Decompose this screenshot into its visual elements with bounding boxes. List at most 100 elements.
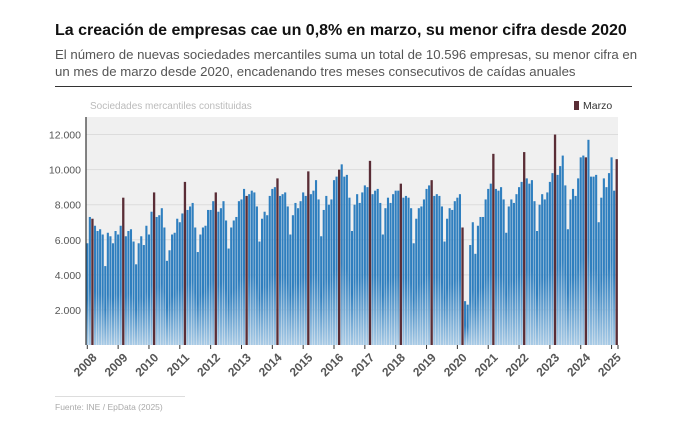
bar (111, 243, 115, 345)
bar (366, 187, 369, 345)
bar (410, 208, 413, 345)
bar (487, 188, 490, 345)
bar (304, 195, 307, 345)
bar (204, 225, 207, 345)
bar (556, 174, 559, 345)
bar (435, 194, 438, 345)
bar (397, 190, 400, 345)
bar (525, 178, 528, 345)
bar (258, 241, 261, 345)
bar (404, 195, 408, 345)
bar (217, 211, 220, 345)
bar (181, 213, 184, 345)
bar (330, 199, 333, 345)
bar (607, 173, 611, 345)
bar-march (368, 160, 372, 345)
bar-march (152, 192, 156, 345)
bar (340, 164, 343, 345)
bar (546, 192, 549, 345)
bar-march (214, 192, 217, 345)
bar (569, 199, 572, 345)
bar (600, 197, 603, 345)
bar (589, 176, 593, 345)
bar (358, 202, 361, 345)
bar (93, 225, 97, 345)
x-tick-label: 2018 (379, 350, 408, 379)
bar-march (461, 227, 464, 345)
bars (86, 134, 618, 345)
bar (209, 209, 212, 345)
x-tick-label: 2019 (410, 350, 439, 379)
bar (158, 215, 161, 345)
bar (392, 194, 395, 345)
bar (379, 202, 382, 345)
bar (474, 253, 477, 345)
bar (317, 199, 320, 345)
bar (230, 227, 233, 345)
bar (469, 245, 472, 345)
bar (201, 227, 204, 345)
bar (165, 260, 169, 345)
bar (446, 218, 449, 345)
bar (273, 187, 276, 345)
y-tick-label: 4.000 (55, 270, 81, 282)
bar (412, 243, 415, 345)
bar (394, 190, 397, 345)
source-note: Fuente: INE / EpData (2025) (55, 402, 163, 412)
bar (155, 216, 158, 345)
bar (227, 248, 230, 345)
bar (564, 185, 567, 345)
bar (458, 194, 461, 345)
bar (212, 201, 215, 345)
bar (309, 194, 312, 345)
bar (88, 216, 91, 345)
bar (163, 227, 166, 345)
bar (538, 204, 541, 345)
bar (312, 190, 315, 345)
bar (613, 190, 616, 345)
bar-march (492, 153, 495, 345)
bar (243, 188, 246, 345)
bar (530, 180, 533, 345)
bar (577, 178, 580, 345)
bar (196, 252, 199, 345)
bar (289, 234, 292, 345)
bar (302, 192, 305, 345)
bar (235, 216, 238, 345)
bar (376, 188, 379, 345)
bar (171, 234, 174, 345)
bar (86, 243, 89, 345)
x-tick-label: 2014 (256, 350, 285, 379)
bar (466, 304, 469, 345)
bar (561, 155, 564, 345)
y-tick-label: 12.000 (49, 130, 81, 142)
bar-march (276, 178, 279, 345)
chart-subtitle: El número de nuevas sociedades mercantil… (55, 47, 638, 79)
bar (476, 225, 479, 345)
bar (533, 201, 536, 345)
x-tick-label: 2011 (164, 350, 193, 379)
bar (320, 236, 323, 345)
bar (199, 234, 202, 345)
bar (482, 216, 485, 345)
bar (571, 188, 575, 345)
bar (109, 236, 112, 345)
legend-swatch (574, 101, 579, 110)
bar (271, 188, 274, 345)
bar-march (399, 183, 402, 345)
bar (386, 197, 390, 345)
bar (117, 234, 120, 345)
bar (207, 209, 210, 345)
bar (407, 197, 410, 345)
bar (253, 192, 256, 345)
bar-march (430, 180, 433, 345)
bar (314, 180, 318, 345)
bar (278, 195, 282, 345)
bar (497, 190, 500, 345)
bar (443, 241, 446, 345)
bar (512, 202, 515, 345)
x-tick-label: 2010 (133, 350, 162, 379)
bar (420, 206, 423, 345)
bar (484, 199, 487, 345)
bar (268, 195, 271, 345)
